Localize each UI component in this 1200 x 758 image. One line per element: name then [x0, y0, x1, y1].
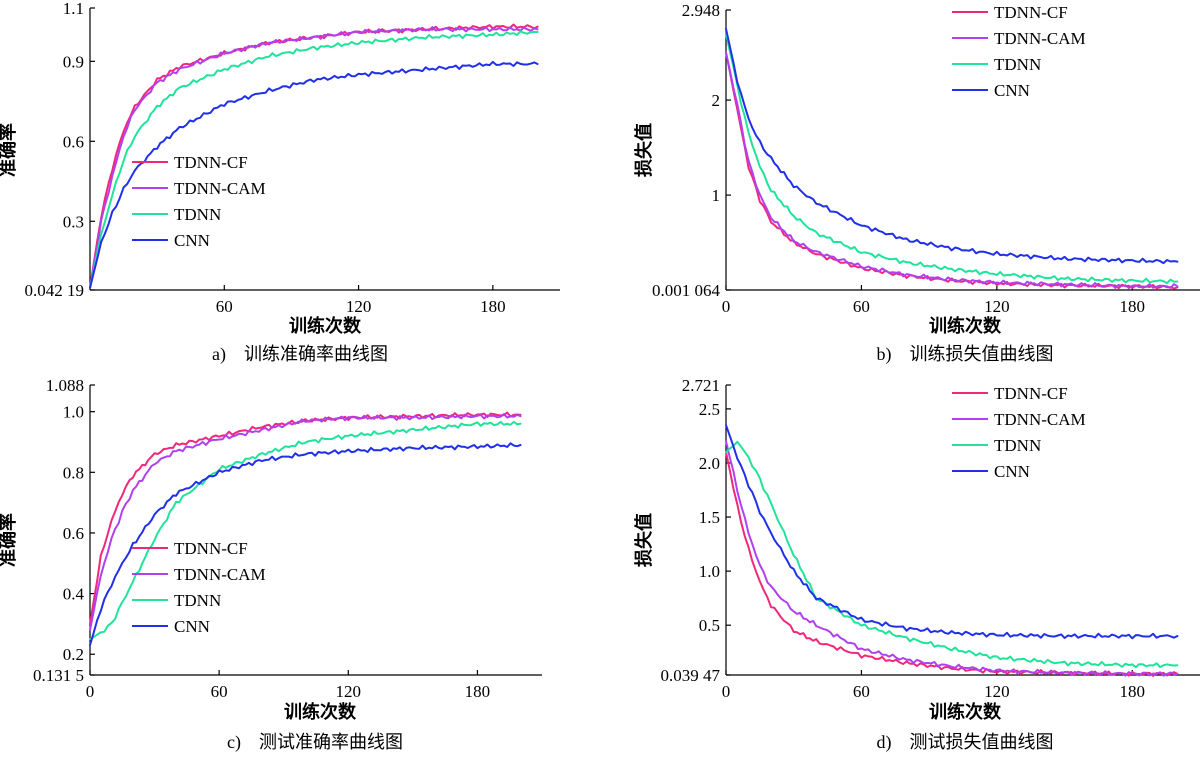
x-tick-label: 0	[722, 682, 731, 701]
legend-label-tdnn-cam: TDNN-CAM	[174, 565, 266, 584]
x-axis-label: 训练次数	[929, 315, 1002, 336]
legend-label-tdnn-cf: TDNN-CF	[174, 153, 248, 172]
series-line-tdnn-cf	[89, 411, 522, 625]
series-line-cnn	[89, 60, 539, 289]
x-tick-label: 60	[211, 682, 228, 701]
y-tick-label: 2.948	[682, 1, 720, 20]
series-line-cnn	[89, 442, 522, 647]
x-tick-label: 60	[216, 297, 233, 316]
series-line-cnn	[725, 424, 1179, 640]
y-tick-label: 0.4	[63, 585, 85, 604]
legend: TDNN-CF TDNN-CAM TDNN CNN	[132, 539, 266, 636]
y-tick-label: 1.088	[46, 376, 84, 395]
x-tick-label: 120	[336, 682, 362, 701]
legend-label-tdnn-cf: TDNN-CF	[994, 384, 1068, 403]
chart-panel-b: 0.001 064 1 2 2.948 0 60 120 180 TDNN-CF TDNN-CAM…	[633, 1, 1200, 365]
y-tick-label: 2	[712, 91, 721, 110]
legend-label-cnn: CNN	[994, 462, 1030, 481]
series-line-tdnn	[725, 32, 1179, 285]
chart-panel-c: 0.131 5 0.2 0.4 0.6 0.8 1.0 1.088 0 60 120 180 TDNN…	[0, 376, 542, 753]
x-tick-label: 60	[853, 682, 870, 701]
x-axis-label: 训练次数	[289, 315, 362, 336]
series-line-tdnn-cf	[725, 451, 1179, 677]
x-tick-label: 120	[346, 297, 372, 316]
y-tick-label: 1.0	[63, 403, 84, 422]
x-tick-label: 120	[984, 297, 1010, 316]
legend-label-tdnn-cf: TDNN-CF	[994, 3, 1068, 22]
legend-label-cnn: CNN	[994, 81, 1030, 100]
legend: TDNN-CF TDNN-CAM TDNN CNN	[952, 3, 1086, 100]
x-tick-label: 0	[86, 682, 95, 701]
y-axis-label: 准确率	[0, 123, 18, 177]
legend-label-tdnn-cam: TDNN-CAM	[994, 29, 1086, 48]
x-tick-label: 180	[1120, 297, 1146, 316]
y-tick-label: 0.5	[699, 616, 720, 635]
x-tick-label: 0	[722, 297, 731, 316]
y-tick-label: 2.5	[699, 400, 720, 419]
chart-caption: b) 训练损失值曲线图	[877, 344, 1054, 365]
legend-label-tdnn: TDNN	[174, 591, 221, 610]
y-tick-label: 1	[712, 186, 721, 205]
legend-label-tdnn-cam: TDNN-CAM	[994, 410, 1086, 429]
chart-panel-a: 0.042 190.30.60.91.160 120 180TDNN-CFTDNN-…	[0, 0, 560, 365]
series-line-tdnn	[89, 30, 539, 289]
x-tick-label: 180	[1120, 682, 1146, 701]
y-tick-label: 0.042 19	[25, 281, 85, 300]
chart-panel-d: 0.039 47 0.5 1.0 1.5 2.0 2.5 2.721 0 60 120 180 TDN…	[633, 376, 1200, 753]
legend: TDNN-CF TDNN-CAM TDNN CNN	[952, 384, 1086, 481]
y-tick-label: 0.8	[63, 463, 84, 482]
legend-label-cnn: CNN	[174, 617, 210, 636]
legend-label-tdnn-cam: TDNN-CAM	[174, 179, 266, 198]
series-line-tdnn-cam	[725, 51, 1179, 290]
series-line-tdnn	[89, 420, 522, 641]
y-tick-label: 2.0	[699, 454, 720, 473]
series-line-tdnn-cam	[89, 26, 539, 289]
y-tick-label: 0.9	[63, 52, 84, 71]
y-tick-label: 0.131 5	[33, 666, 84, 685]
y-axis-label: 损失值	[633, 513, 654, 567]
y-tick-label: 0.3	[63, 212, 84, 231]
x-tick-label: 180	[465, 682, 491, 701]
y-tick-label: 0.6	[63, 524, 84, 543]
x-tick-label: 180	[480, 297, 506, 316]
x-tick-label: 120	[984, 682, 1010, 701]
x-axis-label: 训练次数	[284, 701, 357, 722]
legend-label-cnn: CNN	[174, 231, 210, 250]
chart-caption: a) 训练准确率曲线图	[212, 344, 388, 365]
legend: TDNN-CF TDNN-CAM TDNN CNN	[132, 153, 266, 250]
series-line-tdnn	[725, 440, 1179, 669]
series-line-tdnn-cf	[89, 23, 539, 289]
y-tick-label: 1.1	[63, 0, 84, 18]
y-axis-label: 准确率	[0, 513, 18, 567]
legend-label-tdnn: TDNN	[174, 205, 221, 224]
legend-label-tdnn: TDNN	[994, 436, 1041, 455]
legend-label-tdnn: TDNN	[994, 55, 1041, 74]
y-tick-label: 0.039 47	[661, 666, 721, 685]
y-tick-label: 1.0	[699, 562, 720, 581]
series-line-cnn	[725, 27, 1179, 265]
series-line-tdnn-cam	[725, 440, 1179, 677]
chart-caption: c) 测试准确率曲线图	[227, 732, 403, 753]
series-line-tdnn-cf	[725, 51, 1179, 290]
y-tick-label: 0.6	[63, 132, 84, 151]
x-axis-label: 训练次数	[929, 701, 1002, 722]
chart-caption: d) 测试损失值曲线图	[877, 732, 1054, 753]
y-tick-label: 2.721	[682, 376, 720, 395]
legend-label-tdnn-cf: TDNN-CF	[174, 539, 248, 558]
y-tick-label: 1.5	[699, 508, 720, 527]
y-axis-label: 损失值	[633, 123, 654, 177]
x-tick-label: 60	[853, 297, 870, 316]
y-tick-label: 0.2	[63, 645, 84, 664]
y-tick-label: 0.001 064	[652, 281, 721, 300]
series-line-tdnn-cam	[89, 413, 522, 631]
